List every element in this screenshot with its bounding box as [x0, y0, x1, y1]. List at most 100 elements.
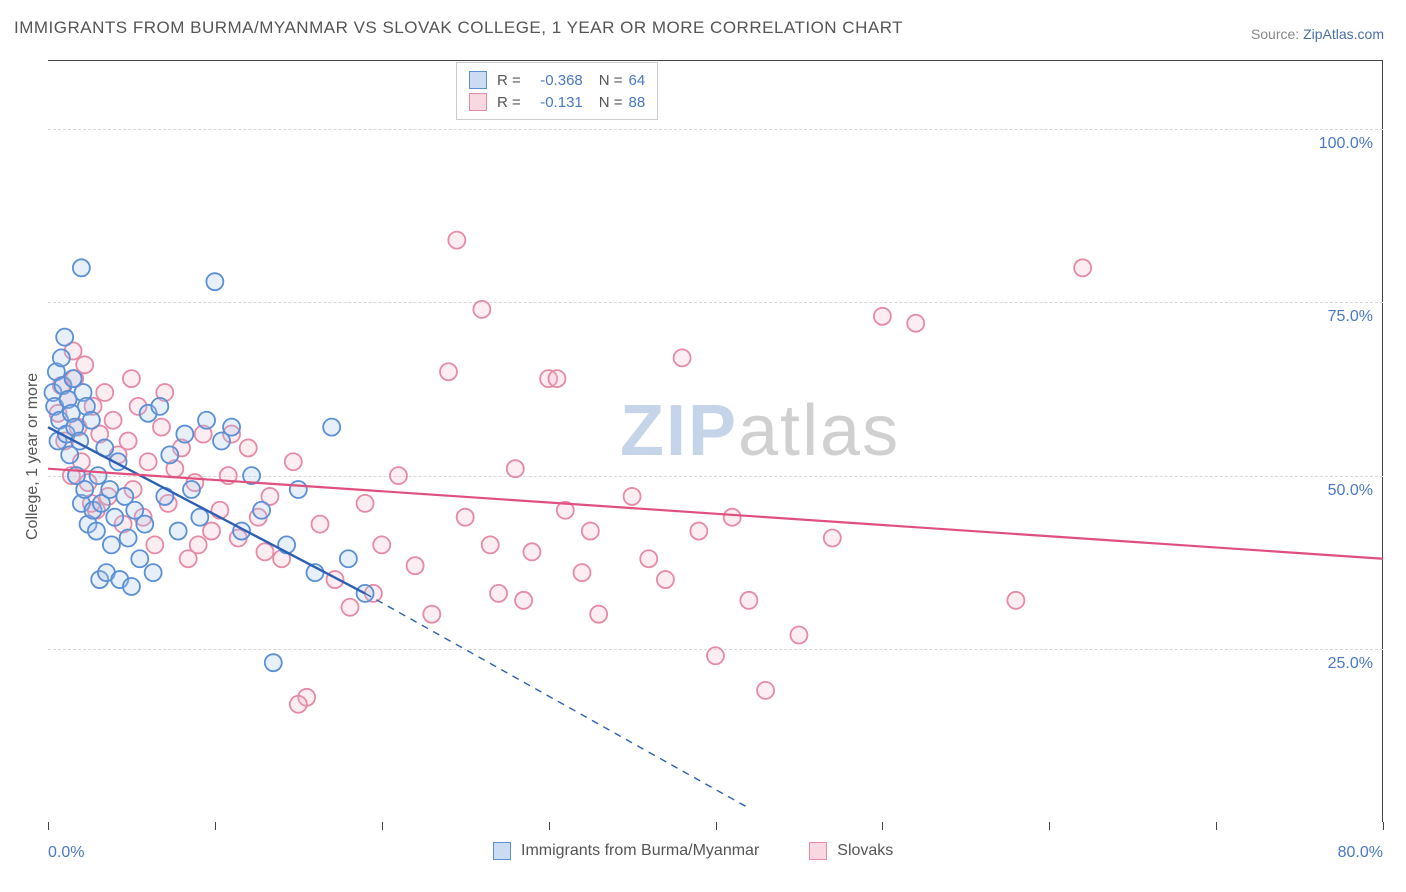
data-point-slovaks [907, 315, 924, 332]
data-point-slovaks [707, 647, 724, 664]
data-point-burma [106, 509, 123, 526]
data-point-slovaks [690, 523, 707, 540]
data-point-slovaks [590, 606, 607, 623]
scatter-svg [48, 60, 1383, 822]
legend-swatch [469, 71, 487, 89]
r-value: -0.131 [527, 94, 583, 111]
data-point-slovaks [423, 606, 440, 623]
data-point-burma [83, 412, 100, 429]
data-point-slovaks [674, 349, 691, 366]
data-point-burma [278, 536, 295, 553]
r-value: -0.368 [527, 72, 583, 89]
correlation-legend: R =-0.368N =64R =-0.131N =88 [456, 62, 658, 120]
legend-label-slovaks: Slovaks [837, 842, 893, 860]
data-point-slovaks [240, 439, 257, 456]
legend-row-slovaks: R =-0.131N =88 [469, 91, 645, 113]
data-point-burma [120, 529, 137, 546]
data-point-slovaks [507, 460, 524, 477]
data-point-burma [170, 523, 187, 540]
data-point-slovaks [285, 453, 302, 470]
data-point-burma [161, 446, 178, 463]
data-point-burma [191, 509, 208, 526]
data-point-slovaks [624, 488, 641, 505]
x-tick-mark [882, 822, 883, 830]
x-tick-mark [1049, 822, 1050, 830]
data-point-slovaks [153, 419, 170, 436]
data-point-slovaks [120, 433, 137, 450]
data-point-slovaks [482, 536, 499, 553]
data-point-slovaks [548, 370, 565, 387]
data-point-slovaks [1007, 592, 1024, 609]
x-tick-mark [382, 822, 383, 830]
x-tick-label: 80.0% [1333, 844, 1383, 862]
data-point-slovaks [740, 592, 757, 609]
data-point-burma [90, 467, 107, 484]
data-point-slovaks [824, 529, 841, 546]
data-point-slovaks [290, 696, 307, 713]
data-point-slovaks [407, 557, 424, 574]
data-point-slovaks [874, 308, 891, 325]
data-point-burma [206, 273, 223, 290]
data-point-slovaks [582, 523, 599, 540]
data-point-burma [176, 426, 193, 443]
data-point-burma [103, 536, 120, 553]
n-label: N = [599, 72, 623, 89]
data-point-slovaks [96, 384, 113, 401]
series-legend: Immigrants from Burma/MyanmarSlovaks [493, 842, 893, 860]
data-point-burma [76, 481, 93, 498]
data-point-slovaks [146, 536, 163, 553]
x-tick-mark [48, 822, 49, 830]
data-point-slovaks [123, 370, 140, 387]
data-point-slovaks [448, 232, 465, 249]
data-point-burma [56, 329, 73, 346]
data-point-burma [136, 516, 153, 533]
n-value: 64 [629, 72, 646, 89]
source-prefix: Source: [1251, 26, 1303, 42]
data-point-burma [73, 259, 90, 276]
data-point-slovaks [1074, 259, 1091, 276]
x-tick-mark [1216, 822, 1217, 830]
x-tick-label: 0.0% [48, 844, 84, 862]
data-point-slovaks [490, 585, 507, 602]
data-point-burma [123, 578, 140, 595]
data-point-slovaks [440, 363, 457, 380]
data-point-burma [290, 481, 307, 498]
data-point-slovaks [457, 509, 474, 526]
legend-swatch [469, 93, 487, 111]
data-point-slovaks [342, 599, 359, 616]
data-point-slovaks [76, 356, 93, 373]
data-point-burma [131, 550, 148, 567]
data-point-slovaks [515, 592, 532, 609]
data-point-burma [145, 564, 162, 581]
data-point-burma [323, 419, 340, 436]
chart-title: IMMIGRANTS FROM BURMA/MYANMAR VS SLOVAK … [14, 18, 903, 38]
r-label: R = [497, 94, 521, 111]
source-attribution: Source: ZipAtlas.com [1251, 26, 1384, 42]
data-point-slovaks [357, 495, 374, 512]
legend-swatch-slovaks [809, 842, 827, 860]
data-point-burma [183, 481, 200, 498]
data-point-slovaks [256, 543, 273, 560]
data-point-slovaks [640, 550, 657, 567]
data-point-slovaks [373, 536, 390, 553]
source-link[interactable]: ZipAtlas.com [1303, 26, 1384, 42]
x-tick-mark [716, 822, 717, 830]
data-point-burma [88, 523, 105, 540]
data-point-slovaks [190, 536, 207, 553]
x-tick-mark [549, 822, 550, 830]
data-point-burma [340, 550, 357, 567]
data-point-slovaks [724, 509, 741, 526]
data-point-slovaks [203, 523, 220, 540]
data-point-burma [151, 398, 168, 415]
data-point-slovaks [657, 571, 674, 588]
data-point-slovaks [105, 412, 122, 429]
data-point-burma [53, 349, 70, 366]
data-point-slovaks [312, 516, 329, 533]
n-label: N = [599, 94, 623, 111]
data-point-slovaks [390, 467, 407, 484]
data-point-burma [253, 502, 270, 519]
r-label: R = [497, 72, 521, 89]
data-point-burma [198, 412, 215, 429]
data-point-burma [265, 654, 282, 671]
x-tick-mark [215, 822, 216, 830]
